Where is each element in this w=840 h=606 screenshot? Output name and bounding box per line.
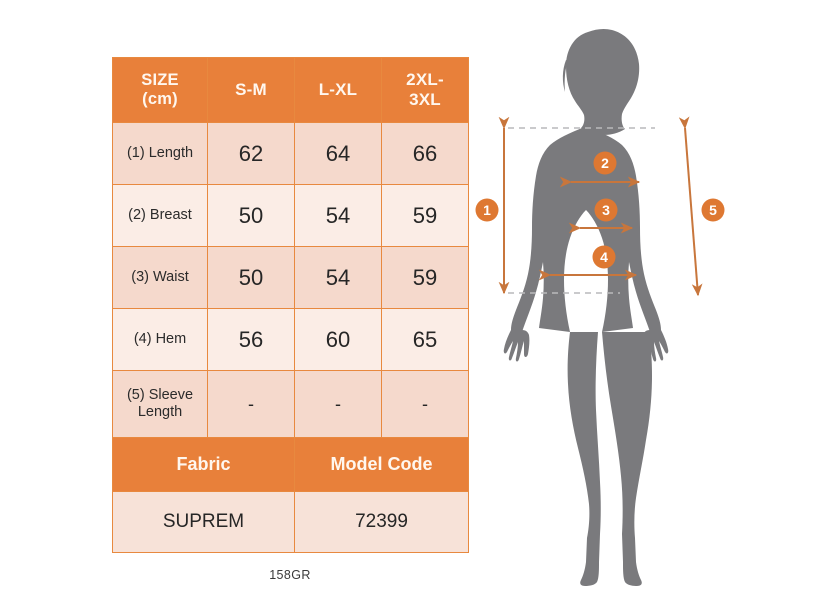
badge-2-label: 2	[601, 155, 609, 171]
badge-3-circle	[594, 198, 618, 222]
header-2xl-line1: 2XL-	[406, 70, 444, 90]
badge-3-label: 3	[602, 202, 610, 218]
header-size-line2: (cm)	[142, 90, 178, 108]
table-row: (5) Sleeve Length - - -	[112, 370, 469, 438]
row-label-waist: (3) Waist	[112, 246, 208, 309]
badge-2-circle	[593, 151, 617, 175]
female-silhouette	[503, 28, 669, 586]
badge-4-label: 4	[600, 249, 608, 265]
header-cell-s-m: S-M	[207, 57, 295, 123]
table-footer-header-row: Fabric Model Code	[112, 437, 469, 492]
cell-breast-s-m: 50	[207, 184, 295, 247]
cell-sleeve-l-xl: -	[294, 370, 382, 438]
footer-value-model-code: 72399	[294, 491, 469, 553]
row-label-sleeve-line2: Length	[137, 404, 183, 420]
cell-length-l-xl: 64	[294, 122, 382, 185]
table-row: (1) Length 62 64 66	[112, 122, 469, 185]
row-label-sleeve-line1: (5) Sleeve	[126, 386, 194, 403]
header-cell-2xl-3xl: 2XL- 3XL	[381, 57, 469, 123]
cell-length-2xl-3xl: 66	[381, 122, 469, 185]
table-row: (4) Hem 56 60 65	[112, 308, 469, 371]
row-label-hem: (4) Hem	[112, 308, 208, 371]
footer-header-fabric: Fabric	[112, 437, 295, 492]
cell-waist-2xl-3xl: 59	[381, 246, 469, 309]
badge-1-circle	[475, 198, 499, 222]
footer-value-fabric: SUPREM	[112, 491, 295, 553]
cell-hem-2xl-3xl: 65	[381, 308, 469, 371]
row-label-breast: (2) Breast	[112, 184, 208, 247]
cell-breast-l-xl: 54	[294, 184, 382, 247]
badge-4-circle	[592, 245, 616, 269]
size-table: SIZE (cm) S-M L-XL 2XL- 3XL (1) Length 6…	[112, 57, 469, 553]
table-footer-value-row: SUPREM 72399	[112, 491, 469, 553]
footer-header-model-code: Model Code	[294, 437, 469, 492]
measure-2-breast-indicator: 2	[559, 151, 641, 188]
cell-hem-s-m: 56	[207, 308, 295, 371]
table-row: (2) Breast 50 54 59	[112, 184, 469, 247]
table-header-row: SIZE (cm) S-M L-XL 2XL- 3XL	[112, 57, 469, 123]
cell-waist-s-m: 50	[207, 246, 295, 309]
model-figure-illustration: 1 2 3 4	[470, 14, 730, 594]
header-cell-size: SIZE (cm)	[112, 57, 208, 123]
measure-5-sleeve-indicator: 5	[678, 116, 725, 297]
header-size-line1: SIZE	[141, 71, 179, 90]
cell-waist-l-xl: 54	[294, 246, 382, 309]
table-row: (3) Waist 50 54 59	[112, 246, 469, 309]
badge-5-circle	[701, 198, 725, 222]
row-label-sleeve-length: (5) Sleeve Length	[112, 370, 208, 438]
measure-3-waist-indicator: 3	[568, 198, 634, 234]
badge-5-label: 5	[709, 202, 717, 218]
header-cell-l-xl: L-XL	[294, 57, 382, 123]
cell-length-s-m: 62	[207, 122, 295, 185]
measure-4-hem-indicator: 4	[538, 245, 638, 281]
cell-sleeve-2xl-3xl: -	[381, 370, 469, 438]
weight-caption: 158GR	[269, 568, 311, 582]
row-label-length: (1) Length	[112, 122, 208, 185]
measure-1-length-indicator: 1	[475, 116, 655, 295]
header-2xl-line2: 3XL	[409, 90, 441, 109]
cell-breast-2xl-3xl: 59	[381, 184, 469, 247]
cell-sleeve-s-m: -	[207, 370, 295, 438]
cell-hem-l-xl: 60	[294, 308, 382, 371]
size-table-container: SIZE (cm) S-M L-XL 2XL- 3XL (1) Length 6…	[112, 57, 469, 553]
badge-1-label: 1	[483, 202, 491, 218]
arrow-sleeve	[678, 116, 703, 297]
